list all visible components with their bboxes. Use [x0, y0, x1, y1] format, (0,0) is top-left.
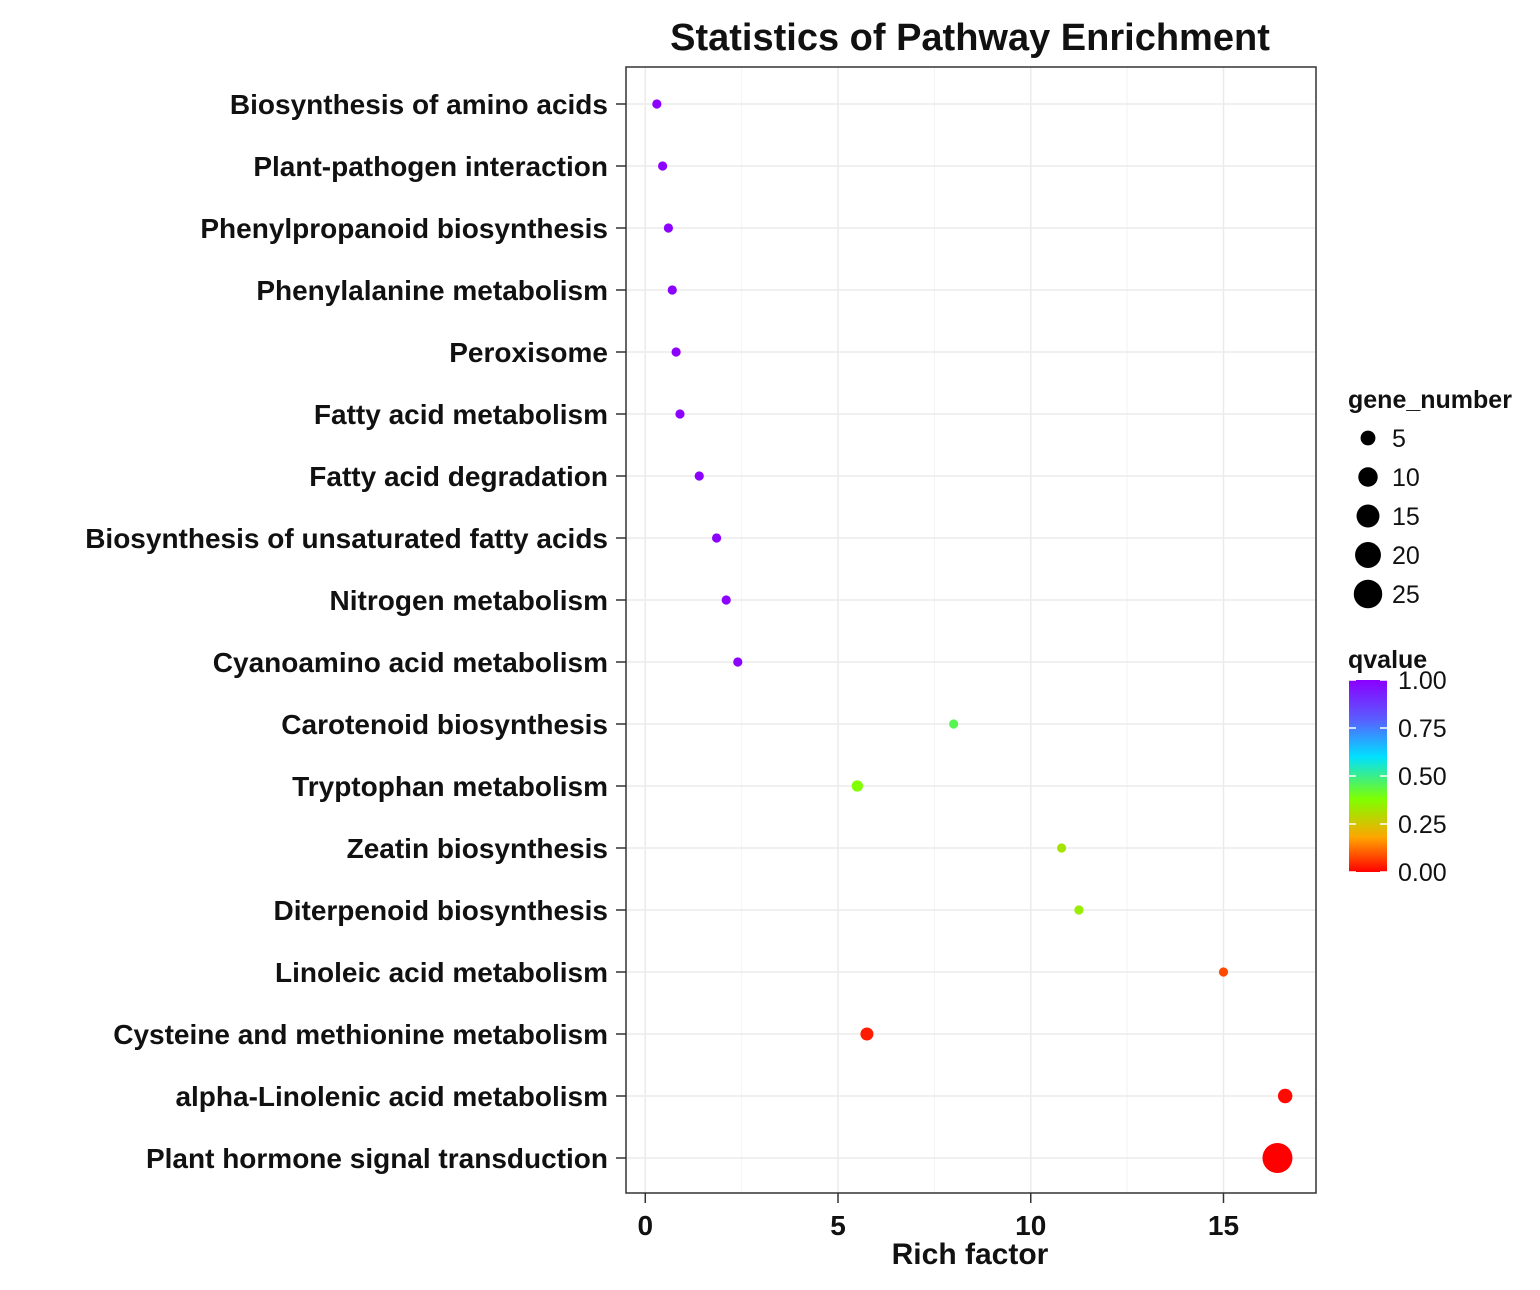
colorbar-label: 0.50 [1398, 763, 1447, 791]
y-tick-label: Fatty acid metabolism [314, 399, 608, 430]
data-point [721, 595, 731, 605]
y-tick-label: Diterpenoid biosynthesis [274, 895, 609, 926]
size-legend-dot [1356, 504, 1380, 528]
size-legend-dot [1355, 542, 1381, 568]
y-tick-label: Cyanoamino acid metabolism [213, 647, 608, 678]
y-tick-label: Biosynthesis of unsaturated fatty acids [85, 523, 608, 554]
y-tick-label: Carotenoid biosynthesis [281, 709, 608, 740]
y-tick-label: Plant hormone signal transduction [146, 1143, 608, 1174]
data-point [1056, 843, 1067, 853]
y-tick-label: Plant-pathogen interaction [253, 151, 608, 182]
data-point [711, 533, 722, 543]
data-point [667, 285, 677, 295]
size-legend-dot [1353, 579, 1383, 609]
y-tick-label: alpha-Linolenic acid metabolism [175, 1081, 608, 1112]
size-legend-label: 15 [1392, 503, 1420, 531]
y-tick-label: Tryptophan metabolism [292, 771, 608, 802]
y-axis: Biosynthesis of amino acids Plant-pathoge… [85, 89, 626, 1174]
data-points [652, 99, 1293, 1173]
data-point [851, 780, 863, 792]
size-legend-title: gene_number [1348, 386, 1512, 414]
data-point [1074, 905, 1084, 915]
y-tick-label: Nitrogen metabolism [330, 585, 608, 616]
colorbar-label: 0.25 [1398, 811, 1447, 839]
y-tick-label: Fatty acid degradation [309, 461, 608, 492]
y-tick-label: Linoleic acid metabolism [275, 957, 608, 988]
data-point [1262, 1143, 1293, 1173]
size-legend: gene_number 5 10 15 20 25 [1348, 386, 1512, 609]
data-point [675, 409, 685, 419]
data-point [652, 99, 662, 109]
grid [626, 67, 1316, 1193]
y-tick-label: Phenylalanine metabolism [256, 275, 608, 306]
data-point [860, 1027, 874, 1041]
y-tick-label: Peroxisome [449, 337, 608, 368]
y-tick-label: Zeatin biosynthesis [347, 833, 608, 864]
colorbar-label: 0.00 [1398, 859, 1447, 887]
data-point [671, 347, 681, 357]
y-tick-label: Biosynthesis of amino acids [230, 89, 608, 120]
data-point [1218, 967, 1229, 977]
size-legend-label: 25 [1392, 581, 1420, 609]
chart-title: Statistics of Pathway Enrichment [670, 17, 1270, 59]
data-point [1277, 1088, 1293, 1104]
y-tick-label: Phenylpropanoid biosynthesis [200, 213, 608, 244]
colorbar-label: 1.00 [1398, 667, 1447, 695]
size-legend-dot [1358, 467, 1378, 487]
x-tick-label: 10 [1015, 1210, 1046, 1241]
size-legend-label: 5 [1392, 425, 1406, 453]
color-legend: qvalue 1.00 0.75 0.50 0.25 0.00 [1348, 646, 1447, 887]
colorbar-label: 0.75 [1398, 715, 1447, 743]
size-legend-dot [1360, 430, 1376, 446]
x-axis: 0 5 10 15 [637, 1193, 1239, 1241]
data-point [733, 657, 743, 667]
plot-panel-border [625, 66, 1317, 1194]
data-point [658, 161, 668, 171]
x-tick-label: 15 [1208, 1210, 1239, 1241]
x-tick-label: 5 [830, 1210, 846, 1241]
x-axis-label: Rich factor [892, 1238, 1049, 1271]
x-tick-label: 0 [637, 1210, 653, 1241]
data-point [949, 719, 959, 729]
data-point [694, 471, 704, 481]
size-legend-label: 10 [1392, 464, 1420, 492]
y-tick-label: Cysteine and methionine metabolism [113, 1019, 608, 1050]
size-legend-label: 20 [1392, 542, 1420, 570]
color-legend-title: qvalue [1348, 646, 1427, 674]
data-point [663, 223, 674, 233]
